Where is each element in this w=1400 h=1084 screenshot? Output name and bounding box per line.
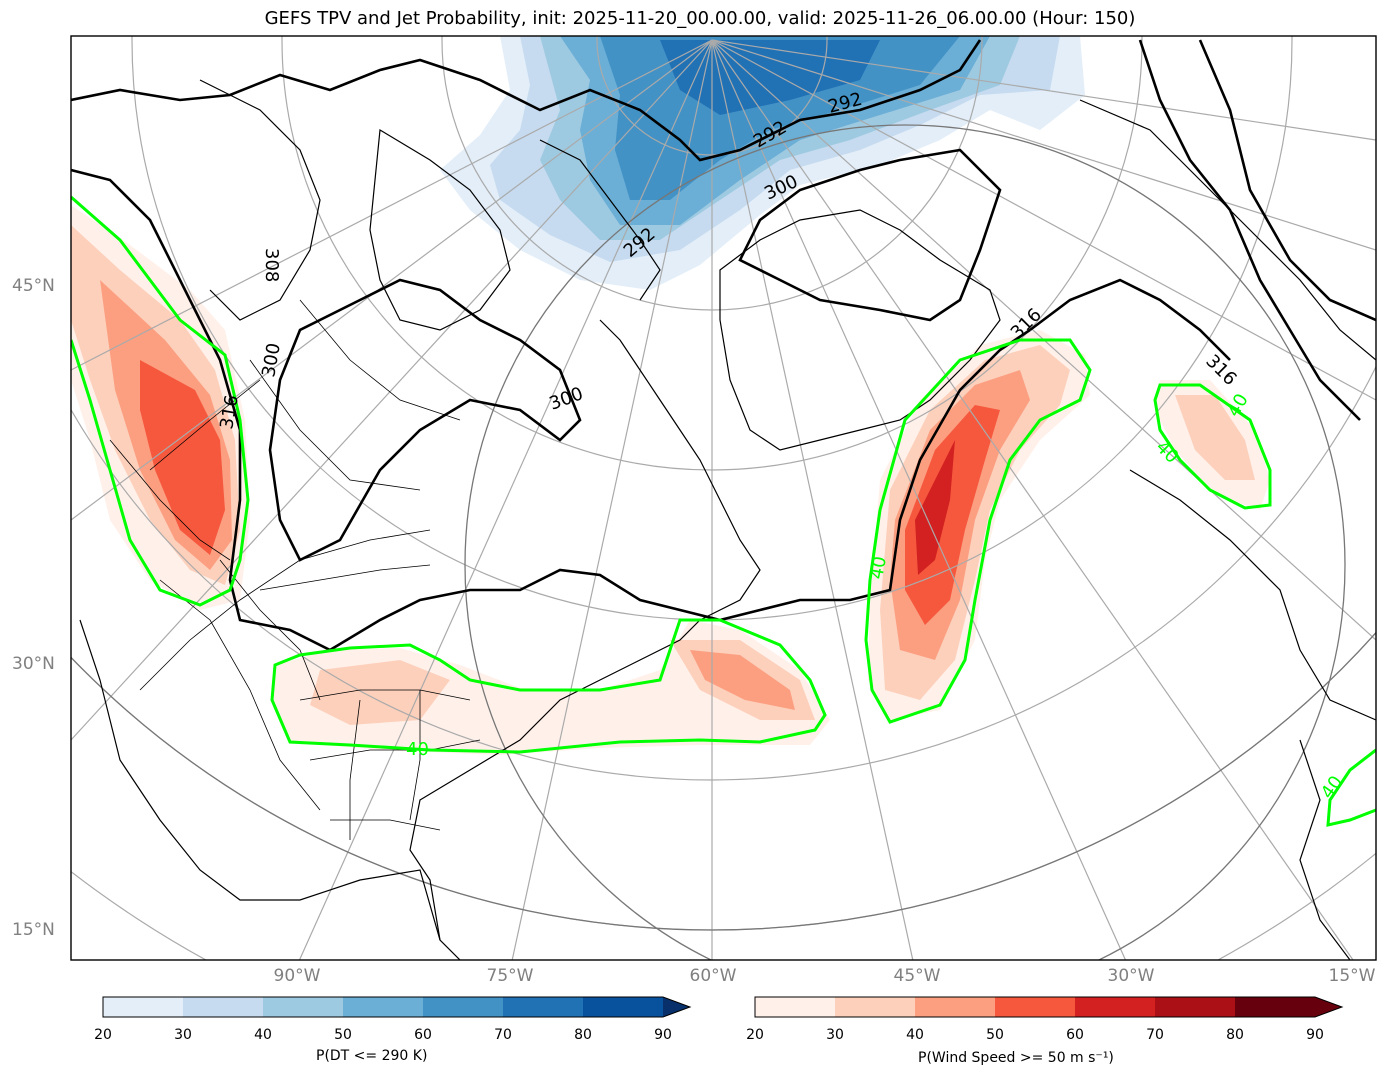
colorbar-dt-swatch (263, 997, 343, 1017)
colorbar-wind-tick: 50 (986, 1027, 1004, 1043)
dt-probability-fill (440, 36, 1085, 290)
colorbar-wind-tick: 30 (826, 1027, 844, 1043)
colorbar-wind-swatch (995, 997, 1075, 1017)
colorbar-wind-tick: 20 (746, 1027, 764, 1043)
colorbar-wind-swatch (755, 997, 835, 1017)
colorbar-dt (102, 996, 692, 1018)
colorbar-dt-tick: 40 (254, 1027, 272, 1043)
lon-label-75w: 75°W (486, 966, 534, 986)
colorbar-wind-swatch (1235, 997, 1315, 1017)
colorbar-wind-swatch (915, 997, 995, 1017)
theta-contours (71, 39, 1376, 652)
colorbar-wind-tick: 60 (1066, 1027, 1084, 1043)
state-borders (109, 299, 481, 840)
colorbar-dt-swatch (583, 997, 663, 1017)
colorbar-dt-tick: 30 (174, 1027, 192, 1043)
colorbar-wind (754, 996, 1344, 1018)
colorbar-wind-tick: 90 (1306, 1027, 1324, 1043)
colorbar-wind-tick: 70 (1146, 1027, 1164, 1043)
colorbar-dt-swatch (423, 997, 503, 1017)
colorbar-dt-tick: 50 (334, 1027, 352, 1043)
colorbar-dt-swatch (503, 997, 583, 1017)
lon-label-30w: 30°W (1107, 966, 1155, 986)
lon-label-90w: 90°W (273, 966, 321, 986)
map-frame (70, 35, 1377, 961)
colorbar-dt-swatch (343, 997, 423, 1017)
colorbar-wind-tick: 80 (1226, 1027, 1244, 1043)
colorbar-wind-swatch (835, 997, 915, 1017)
colorbar-dt-tick: 80 (574, 1027, 592, 1043)
colorbar-dt-label: P(DT <= 290 K) (316, 1048, 428, 1064)
lon-label-45w: 45°W (893, 966, 941, 986)
colorbar-wind-swatch (1075, 997, 1155, 1017)
colorbar-dt-tick: 70 (494, 1027, 512, 1043)
colorbar-wind-extend-arrow (1315, 997, 1342, 1017)
lat-label-45n: 45°N (12, 276, 55, 296)
colorbar-wind-tick: 40 (906, 1027, 924, 1043)
colorbar-dt-tick: 20 (94, 1027, 112, 1043)
colorbar-dt-swatch (183, 997, 263, 1017)
lon-label-60w: 60°W (689, 966, 737, 986)
colorbar-dt-swatch (103, 997, 183, 1017)
colorbar-dt-tick: 90 (654, 1027, 672, 1043)
colorbar-wind-swatch (1155, 997, 1235, 1017)
theta-label: 308 (261, 248, 282, 282)
lat-label-30n: 30°N (12, 654, 55, 674)
jet-label: 40 (406, 739, 429, 760)
lon-label-15w: 15°W (1328, 966, 1376, 986)
colorbar-dt-extend-arrow (663, 997, 690, 1017)
map-title: GEFS TPV and Jet Probability, init: 2025… (264, 8, 1136, 29)
jet-contours (71, 195, 1376, 827)
colorbar-dt-tick: 60 (414, 1027, 432, 1043)
colorbar-wind-label: P(Wind Speed >= 50 m s⁻¹) (918, 1050, 1114, 1066)
jet-label: 40 (866, 555, 891, 581)
lat-label-15n: 15°N (12, 920, 55, 940)
coastlines (79, 79, 1376, 960)
range-rings (71, 124, 1376, 960)
